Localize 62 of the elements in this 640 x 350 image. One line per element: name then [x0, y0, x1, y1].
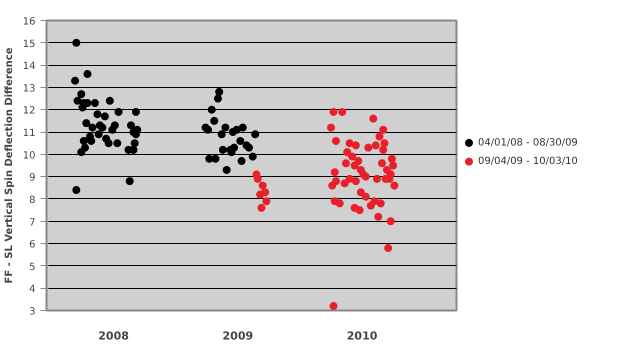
- y-tick-label: 14: [22, 61, 36, 72]
- point: [369, 114, 378, 123]
- point: [356, 188, 365, 196]
- point: [330, 108, 338, 116]
- point: [342, 159, 350, 168]
- y-tick-label: 15: [22, 38, 36, 50]
- point: [330, 168, 339, 176]
- y-axis-title: FF - SL Vertical Spin Deflection Difference: [4, 47, 15, 284]
- point: [372, 174, 381, 183]
- point: [328, 182, 336, 190]
- x-tick-label: 2008: [98, 330, 129, 342]
- legend-label: 09/04/09 - 10/03/10: [478, 156, 578, 168]
- y-tick-label: 11: [22, 128, 36, 140]
- point: [375, 132, 384, 140]
- point: [256, 190, 264, 198]
- point: [389, 162, 398, 170]
- point: [388, 154, 396, 163]
- point: [343, 148, 352, 156]
- point: [340, 179, 349, 188]
- point: [378, 159, 386, 168]
- point: [356, 206, 364, 214]
- y-tick-label: 5: [29, 262, 36, 273]
- point: [258, 182, 267, 190]
- point: [376, 199, 385, 208]
- point: [374, 212, 382, 221]
- point: [362, 172, 370, 181]
- legend-label: 04/01/08 - 08/30/09: [478, 137, 578, 148]
- point: [332, 136, 340, 145]
- point: [379, 146, 388, 154]
- y-tick-label: 9: [29, 172, 36, 184]
- y-tick-label: 8: [29, 194, 36, 206]
- point: [350, 162, 359, 170]
- point: [370, 197, 378, 206]
- point: [384, 244, 392, 252]
- point: [386, 217, 395, 226]
- point: [352, 177, 360, 186]
- point: [336, 199, 344, 208]
- point: [362, 192, 370, 201]
- x-tick-label: 2010: [346, 330, 378, 342]
- point: [390, 182, 398, 190]
- point: [380, 139, 388, 148]
- y-tick-label: 7: [29, 217, 36, 228]
- point: [346, 139, 354, 148]
- x-tick-label: 2009: [222, 330, 254, 342]
- y-tick-label: 6: [29, 240, 36, 251]
- point: [352, 141, 360, 150]
- point: [254, 174, 262, 183]
- point: [372, 141, 380, 150]
- point: [338, 108, 346, 116]
- y-tick-label: 4: [29, 284, 36, 296]
- point: [257, 204, 266, 212]
- y-tick-label: 3: [29, 306, 36, 318]
- y-tick-label: 10: [22, 150, 36, 162]
- point: [348, 152, 356, 161]
- point: [330, 302, 338, 310]
- point: [327, 124, 336, 132]
- point: [262, 197, 270, 206]
- point: [379, 126, 388, 134]
- y-tick-label: 13: [22, 83, 36, 94]
- y-tick-label: 12: [22, 106, 36, 117]
- point: [364, 144, 372, 152]
- y-tick-label: 16: [22, 16, 36, 28]
